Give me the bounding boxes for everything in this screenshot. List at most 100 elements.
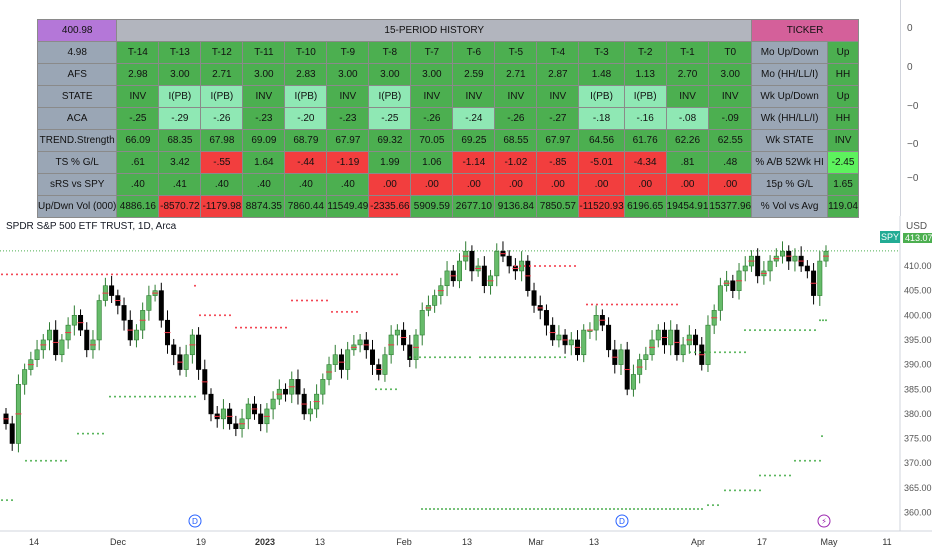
- table-cell: 15377.96: [708, 195, 753, 218]
- stop-dot: [101, 273, 103, 276]
- table-cell: -.25: [368, 107, 412, 130]
- stop-dot: [255, 326, 257, 329]
- stop-dot: [464, 356, 466, 359]
- stop-dot: [219, 314, 221, 317]
- stop-dot: [421, 508, 423, 511]
- stop-dot: [286, 273, 288, 276]
- event-marker-label: ⚡: [821, 517, 827, 526]
- stop-dot: [256, 273, 258, 276]
- table-cell: 7850.57: [536, 195, 580, 218]
- stop-dot: [641, 303, 643, 306]
- price-chart[interactable]: 410.00 405.00 400.00 395.00 390.00 385.00 380.…: [0, 216, 932, 550]
- stop-dot: [554, 265, 556, 267]
- table-cell: 1.06: [410, 151, 454, 174]
- table-cell: .00: [452, 173, 496, 196]
- stop-dot: [564, 265, 566, 267]
- candle-body: [444, 270, 450, 287]
- stop-dot: [677, 508, 679, 511]
- stop-dot: [201, 273, 203, 276]
- stop-dot: [489, 508, 491, 511]
- stop-dot: [559, 265, 561, 267]
- table-cell: -.29: [158, 107, 202, 130]
- stop-dot: [280, 326, 282, 329]
- stop-dot: [226, 273, 228, 276]
- stop-dot: [596, 303, 598, 306]
- table-cell: -.18: [578, 107, 625, 130]
- candle-body: [693, 334, 699, 346]
- stop-dot: [577, 508, 579, 511]
- stop-dot: [376, 273, 378, 276]
- stop-dot: [461, 508, 463, 511]
- candle-body: [792, 255, 798, 262]
- stop-dot: [11, 273, 13, 276]
- stop-dot: [209, 314, 211, 317]
- stop-dot: [449, 356, 451, 359]
- table-row: Up/Dwn Vol (000) 4886.16 -8570.72 -1179.98 8…: [36, 195, 859, 218]
- stop-dot: [759, 474, 761, 477]
- stop-dot: [669, 508, 671, 511]
- y-axis-label: 375.00: [904, 434, 932, 444]
- table-cell: 64.56: [578, 129, 625, 152]
- table-cell: -4.34: [623, 151, 667, 174]
- header-row: 400.98 15-PERIOD HISTORY TICKER: [36, 19, 859, 42]
- period-header: T-4: [536, 41, 580, 64]
- candle-body: [233, 423, 239, 429]
- stop-dot: [11, 499, 13, 502]
- stop-dot: [51, 273, 53, 276]
- table-cell: -.26: [200, 107, 244, 130]
- stop-dot: [651, 303, 653, 306]
- stop-dot: [554, 356, 556, 359]
- stop-dot: [517, 508, 519, 511]
- stop-dot: [717, 504, 719, 507]
- stop-dot: [356, 273, 358, 276]
- event-marker-label: D: [619, 517, 625, 526]
- table-cell: .40: [242, 173, 286, 196]
- stop-dot: [419, 356, 421, 359]
- stop-dot: [784, 474, 786, 477]
- candle-body: [320, 379, 326, 395]
- candle-body: [96, 300, 102, 341]
- table-cell: 3.00: [410, 63, 454, 86]
- candle-body: [543, 310, 549, 326]
- period-header: T-2: [623, 41, 667, 64]
- candle-body: [382, 354, 388, 375]
- stop-dot: [646, 303, 648, 306]
- table-cell: 11549.49: [326, 195, 370, 218]
- stop-dot: [794, 459, 796, 462]
- stop-dot: [240, 326, 242, 329]
- stop-dot: [494, 356, 496, 359]
- axis-label: −0: [907, 173, 919, 184]
- y-axis-label: 405.00: [904, 286, 932, 296]
- table-cell: 8874.35: [242, 195, 286, 218]
- stop-dot: [789, 329, 791, 332]
- table-cell: I(PB): [158, 85, 202, 108]
- candle-body: [295, 379, 301, 395]
- stop-dot: [574, 265, 576, 267]
- stop-dot: [759, 489, 761, 492]
- stop-dot: [645, 508, 647, 511]
- stop-dot: [136, 273, 138, 276]
- stop-dot: [794, 329, 796, 332]
- y-axis-label: 410.00: [904, 261, 932, 271]
- table-cell: -.20: [284, 107, 328, 130]
- stop-dot: [509, 356, 511, 359]
- candle-body: [767, 260, 773, 272]
- stop-dot: [585, 508, 587, 511]
- ticker-label-cell: Wk (HH/LL/I): [751, 107, 829, 130]
- stop-dot: [714, 351, 716, 354]
- stop-dot: [154, 395, 156, 398]
- table-cell: 2.71: [200, 63, 244, 86]
- stop-dot: [465, 508, 467, 511]
- table-cell: 69.09: [242, 129, 286, 152]
- stop-dot: [774, 474, 776, 477]
- stop-dot: [533, 508, 535, 511]
- candle-body: [307, 408, 313, 415]
- period-header: T-10: [284, 41, 328, 64]
- stop-dot: [36, 273, 38, 276]
- x-axis-label: Mar: [528, 537, 544, 547]
- table-cell: 3.00: [242, 63, 286, 86]
- x-axis-label: 13: [315, 537, 325, 547]
- ticker-label-cell: Wk STATE: [751, 129, 829, 152]
- y-axis-label: 370.00: [904, 458, 932, 468]
- stop-dot: [139, 395, 141, 398]
